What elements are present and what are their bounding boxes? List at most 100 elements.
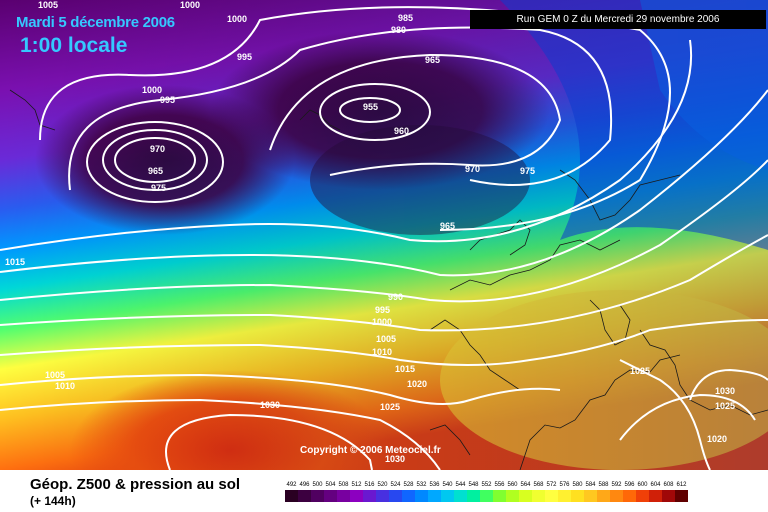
isobar-label: 975: [520, 166, 535, 176]
scale-step: 588: [597, 481, 610, 502]
scale-label: 528: [403, 482, 414, 488]
map-title: Géop. Z500 & pression au sol: [30, 476, 241, 493]
isobar-label: 965: [148, 166, 163, 176]
scale-step: 600: [636, 481, 649, 502]
isobars: [0, 6, 768, 470]
scale-step: 492: [285, 481, 298, 502]
scale-step: 504: [324, 481, 337, 502]
scale-swatch: [662, 490, 675, 502]
scale-step: 584: [584, 481, 597, 502]
scale-swatch: [545, 490, 558, 502]
scale-step: 544: [454, 481, 467, 502]
scale-label: 584: [585, 482, 596, 488]
isobar-label: 960: [394, 126, 409, 136]
scale-swatch: [454, 490, 467, 502]
forecast-offset: (+ 144h): [30, 494, 76, 508]
isobar-label: 1015: [5, 257, 25, 267]
scale-label: 612: [676, 482, 687, 488]
isobar-label: 1005: [38, 0, 58, 10]
scale-step: 604: [649, 481, 662, 502]
scale-label: 536: [429, 482, 440, 488]
scale-step: 520: [376, 481, 389, 502]
scale-label: 600: [637, 482, 648, 488]
scale-step: 532: [415, 481, 428, 502]
scale-swatch: [441, 490, 454, 502]
scale-swatch: [350, 490, 363, 502]
isobar-label: 985: [398, 13, 413, 23]
scale-swatch: [389, 490, 402, 502]
scale-swatch: [337, 490, 350, 502]
scale-swatch: [311, 490, 324, 502]
scale-label: 500: [312, 482, 323, 488]
scale-step: 560: [506, 481, 519, 502]
isobar-label: 1005: [45, 370, 65, 380]
scale-swatch: [636, 490, 649, 502]
isobar-label: 1025: [380, 402, 400, 412]
isobar-label: 1025: [630, 366, 650, 376]
scale-swatch: [558, 490, 571, 502]
scale-label: 588: [598, 482, 609, 488]
isobar-label: 1000: [372, 317, 392, 327]
forecast-date: Mardi 5 décembre 2006: [16, 14, 175, 31]
scale-step: 568: [532, 481, 545, 502]
scale-label: 560: [507, 482, 518, 488]
scale-label: 544: [455, 482, 466, 488]
scale-swatch: [480, 490, 493, 502]
isobar-label: 1030: [260, 400, 280, 410]
scale-label: 548: [468, 482, 479, 488]
isobar-label: 1015: [395, 364, 415, 374]
scale-step: 536: [428, 481, 441, 502]
scale-swatch: [532, 490, 545, 502]
scale-step: 556: [493, 481, 506, 502]
scale-label: 556: [494, 482, 505, 488]
scale-step: 580: [571, 481, 584, 502]
isobar-labels: 1005 1000 1000 985 980 965 995 1000 995 …: [5, 0, 735, 464]
scale-swatch: [675, 490, 688, 502]
isobar-label: 1010: [372, 347, 392, 357]
scale-step: 540: [441, 481, 454, 502]
scale-label: 508: [338, 482, 349, 488]
scale-step: 592: [610, 481, 623, 502]
scale-step: 576: [558, 481, 571, 502]
scale-label: 524: [390, 482, 401, 488]
scale-swatch: [623, 490, 636, 502]
isobar-label: 1025: [715, 401, 735, 411]
scale-step: 524: [389, 481, 402, 502]
isobar-label: 995: [237, 52, 252, 62]
isobar-label: 955: [363, 102, 378, 112]
scale-swatch: [298, 490, 311, 502]
scale-step: 496: [298, 481, 311, 502]
scale-label: 516: [364, 482, 375, 488]
run-info: Run GEM 0 Z du Mercredi 29 novembre 2006: [470, 10, 766, 29]
scale-swatch: [467, 490, 480, 502]
isobar-label: 965: [440, 221, 455, 231]
scale-swatch: [402, 490, 415, 502]
isobar-label: 980: [391, 25, 406, 35]
color-scale: 492 496 500 504 508 512 516 520 524 528 532 536 540 5…: [285, 481, 688, 502]
scale-label: 596: [624, 482, 635, 488]
isobar-label: 1000: [142, 85, 162, 95]
isobar-label: 995: [375, 305, 390, 315]
scale-label: 604: [650, 482, 661, 488]
scale-label: 568: [533, 482, 544, 488]
isobar-label: 995: [160, 95, 175, 105]
scale-label: 552: [481, 482, 492, 488]
forecast-time: 1:00 locale: [20, 34, 128, 57]
isobar-label: 1000: [227, 14, 247, 24]
scale-label: 504: [325, 482, 336, 488]
scale-swatch: [428, 490, 441, 502]
isobar-label: 1030: [385, 454, 405, 464]
scale-step: 508: [337, 481, 350, 502]
scale-step: 596: [623, 481, 636, 502]
scale-step: 612: [675, 481, 688, 502]
scale-label: 532: [416, 482, 427, 488]
scale-label: 580: [572, 482, 583, 488]
scale-step: 500: [311, 481, 324, 502]
scale-label: 496: [299, 482, 310, 488]
isobar-label: 965: [425, 55, 440, 65]
scale-step: 552: [480, 481, 493, 502]
isobar-label: 1005: [376, 334, 396, 344]
scale-label: 520: [377, 482, 388, 488]
isobar-label: 1000: [180, 0, 200, 10]
scale-step: 516: [363, 481, 376, 502]
